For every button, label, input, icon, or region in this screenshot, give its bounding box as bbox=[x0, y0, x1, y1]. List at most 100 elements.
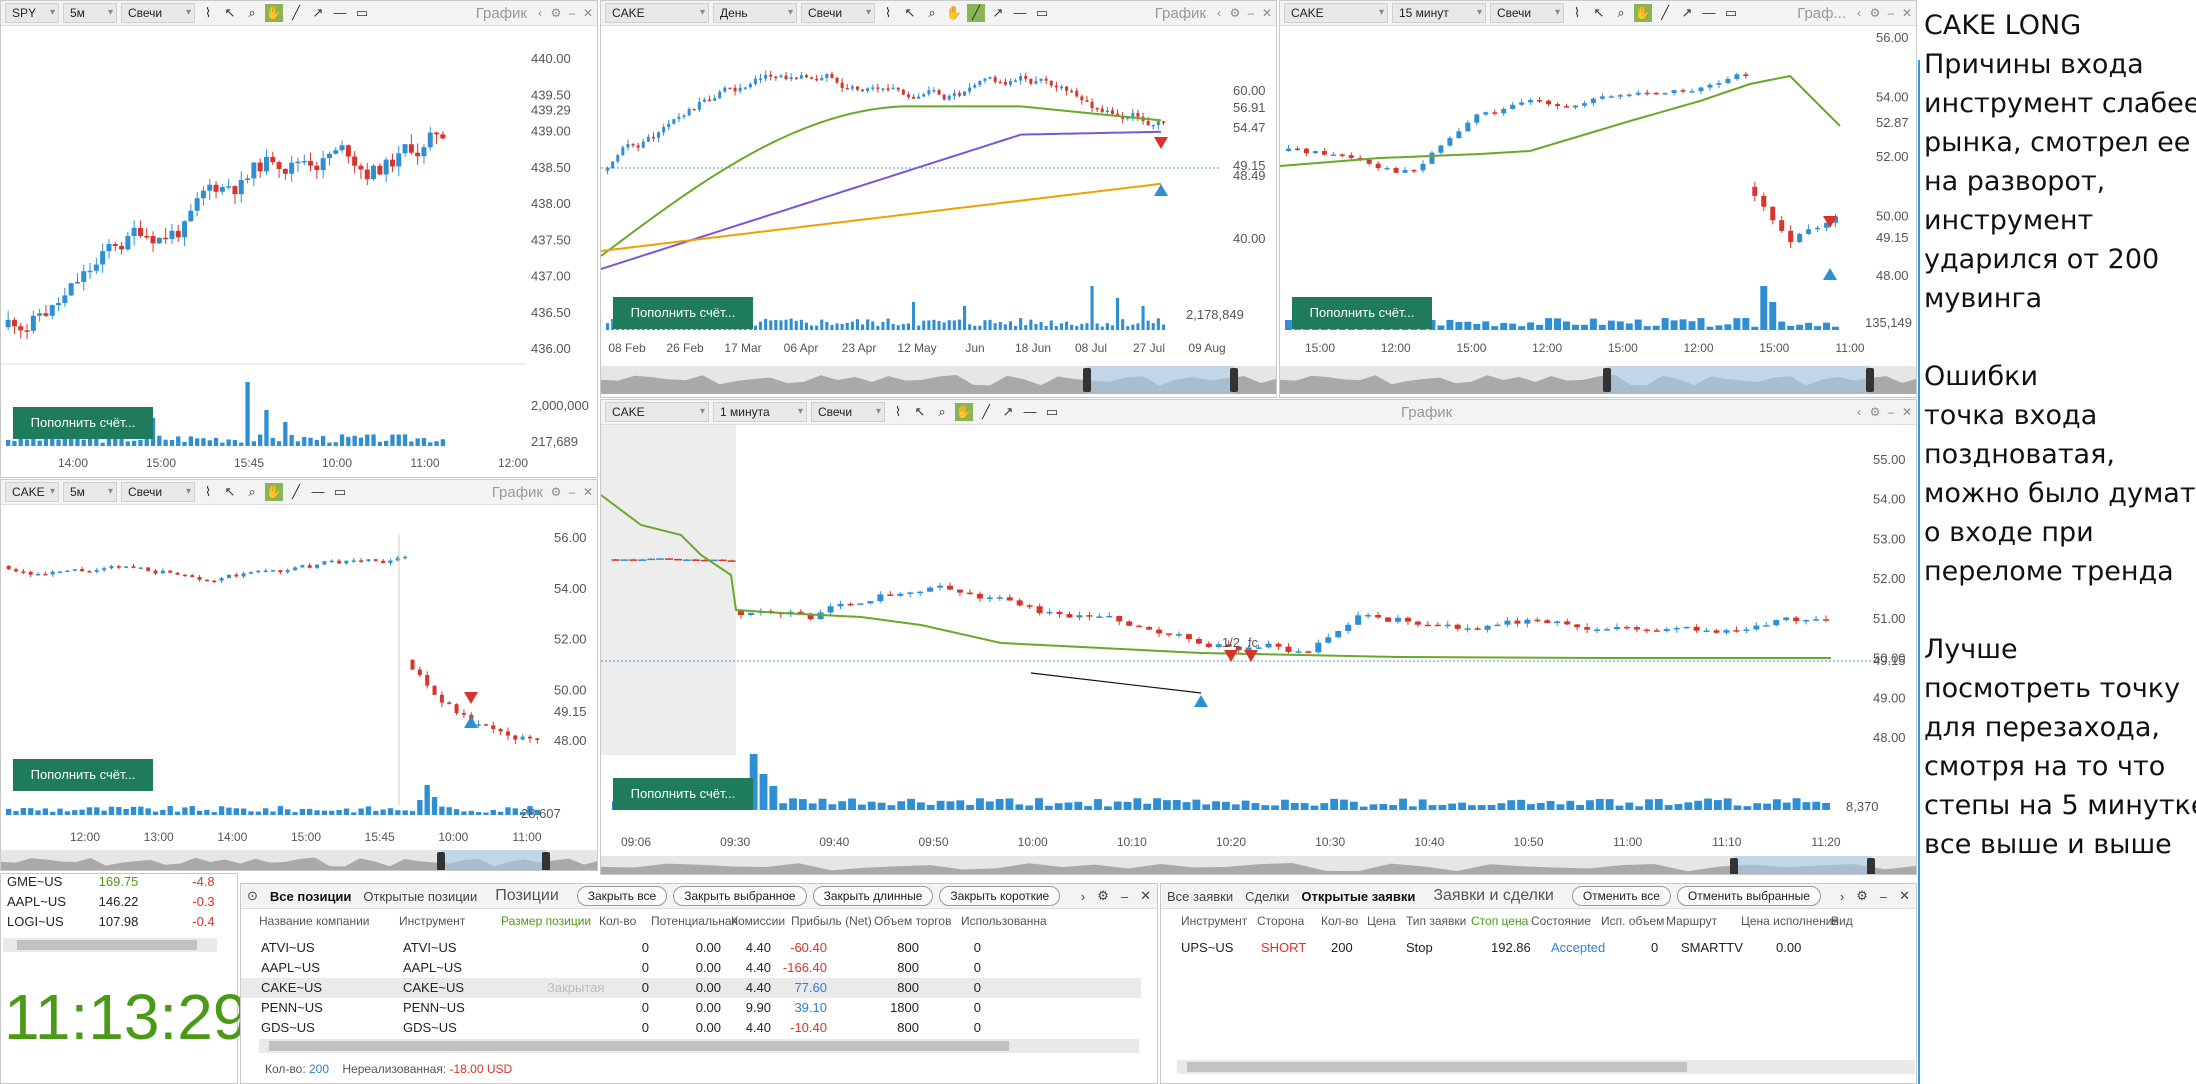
column-header[interactable]: Вид bbox=[1831, 914, 1853, 928]
column-header[interactable]: Кол-во bbox=[1321, 914, 1359, 928]
cursor-icon[interactable]: ↖ bbox=[224, 5, 236, 20]
positions-scrollbar[interactable] bbox=[259, 1039, 1139, 1053]
table-row[interactable]: CAKE~US CAKE~US Закрытая 0 0.00 4.40 77.60 800 0 bbox=[241, 978, 1141, 998]
column-header[interactable]: Цена исполнения bbox=[1741, 914, 1839, 928]
hline-tool-icon[interactable]: — bbox=[1013, 5, 1027, 20]
minimize-icon[interactable]: – bbox=[1247, 6, 1255, 20]
column-header[interactable]: Состояние bbox=[1531, 914, 1591, 928]
column-header[interactable]: Сторона bbox=[1257, 914, 1305, 928]
gear-icon[interactable]: ⚙ bbox=[550, 485, 562, 499]
column-header[interactable]: Объем торгов bbox=[874, 914, 952, 928]
rect-tool-icon[interactable]: ▭ bbox=[1035, 5, 1049, 20]
chart-type-select[interactable]: Свечи bbox=[801, 3, 875, 23]
close-icon[interactable]: ✕ bbox=[582, 6, 594, 20]
hline-tool-icon[interactable]: — bbox=[333, 5, 347, 20]
close-selected-button[interactable]: Закрыть выбранное bbox=[673, 886, 807, 906]
symbol-select[interactable]: SPY bbox=[5, 3, 59, 23]
watchlist-row[interactable]: GME~US 169.75 -4.8 bbox=[7, 874, 215, 889]
price-chart[interactable]: 56.00 54.00 52.00 50.00 48.00 52.87 49.15 135,1… bbox=[1280, 26, 1917, 398]
arrow-tool-icon[interactable]: ↗ bbox=[312, 5, 324, 20]
tab-trades[interactable]: Сделки bbox=[1245, 888, 1290, 904]
column-header[interactable]: Стоп цена bbox=[1471, 914, 1529, 928]
chevron-left-icon[interactable]: ‹ bbox=[1857, 405, 1861, 419]
chart-panel-cake-day[interactable]: CAKE День Свечи ⌇ ↖ ⌕ ✋ ╱ ↗ — ▭ График ‹… bbox=[600, 0, 1277, 398]
column-header[interactable]: Размер позиции bbox=[501, 914, 592, 928]
fund-account-button[interactable]: Пополнить счёт... bbox=[613, 778, 753, 810]
fund-account-button[interactable]: Пополнить счёт... bbox=[13, 407, 153, 439]
column-header[interactable]: Использованна bbox=[961, 914, 1047, 928]
column-header[interactable]: Исп. объем bbox=[1601, 914, 1665, 928]
tab-open-orders[interactable]: Открытые заявки bbox=[1301, 888, 1416, 904]
hline-tool-icon[interactable]: — bbox=[1023, 404, 1037, 419]
table-row[interactable]: PENN~US PENN~US 0 0.00 9.90 39.10 1800 0 bbox=[241, 998, 1141, 1018]
rect-tool-icon[interactable]: ▭ bbox=[1724, 5, 1738, 20]
watchlist-scrollbar[interactable] bbox=[3, 938, 217, 952]
rect-tool-icon[interactable]: ▭ bbox=[333, 484, 347, 499]
rect-tool-icon[interactable]: ▭ bbox=[355, 5, 369, 20]
close-icon[interactable]: ✕ bbox=[1901, 405, 1913, 419]
column-header[interactable]: Цена bbox=[1367, 914, 1396, 928]
line-tool-icon[interactable]: ╱ bbox=[292, 484, 300, 499]
cancel-all-button[interactable]: Отменить все bbox=[1571, 886, 1671, 906]
column-header[interactable]: Тип заявки bbox=[1406, 914, 1467, 928]
hand-icon[interactable]: ✋ bbox=[265, 483, 283, 501]
minimize-icon[interactable]: – bbox=[1887, 405, 1895, 419]
chart-type-select[interactable]: Свечи bbox=[121, 3, 195, 23]
column-header[interactable]: Кол-во bbox=[599, 914, 637, 928]
close-icon[interactable]: ✕ bbox=[1899, 888, 1910, 903]
column-header[interactable]: Инструмент bbox=[1181, 914, 1248, 928]
zoom-icon[interactable]: ⌕ bbox=[248, 484, 256, 499]
gear-icon[interactable]: ⚙ bbox=[1229, 6, 1241, 20]
symbol-select[interactable]: CAKE bbox=[1284, 3, 1388, 23]
line-tool-icon[interactable]: ╱ bbox=[967, 4, 985, 22]
fund-account-button[interactable]: Пополнить счёт... bbox=[613, 297, 753, 329]
zoom-icon[interactable]: ⌕ bbox=[248, 5, 256, 20]
table-row[interactable]: GDS~US GDS~US 0 0.00 4.40 -10.40 800 0 bbox=[241, 1018, 1141, 1038]
close-icon[interactable]: ✕ bbox=[1901, 6, 1913, 20]
orders-row[interactable]: UPS~US SHORT 200 Stop 192.86 Accepted 0 SMARTTV… bbox=[1161, 938, 1916, 958]
gear-icon[interactable]: ⚙ bbox=[1869, 405, 1881, 419]
line-tool-icon[interactable]: ╱ bbox=[1661, 5, 1669, 20]
minimize-icon[interactable]: – bbox=[568, 6, 576, 20]
column-header[interactable]: Потенциальная bbox=[651, 914, 738, 928]
arrow-tool-icon[interactable]: ↗ bbox=[1002, 404, 1014, 419]
chevron-left-icon[interactable]: ‹ bbox=[1217, 6, 1221, 20]
cursor-icon[interactable]: ↖ bbox=[904, 5, 916, 20]
table-row[interactable]: AAPL~US AAPL~US 0 0.00 4.40 -166.40 800 0 bbox=[241, 958, 1141, 978]
tab-open-positions[interactable]: Открытые позиции bbox=[363, 888, 478, 904]
indicator-icon[interactable]: ⌇ bbox=[894, 404, 902, 419]
indicator-icon[interactable]: ⌇ bbox=[204, 484, 212, 499]
price-chart[interactable]: 56.00 54.00 52.00 50.00 48.00 49.15 28,607 12:0… bbox=[1, 505, 598, 871]
fund-account-button[interactable]: Пополнить счёт... bbox=[1292, 297, 1432, 329]
interval-select[interactable]: 5м bbox=[63, 3, 117, 23]
chart-panel-cake-5m[interactable]: CAKE 5м Свечи ⌇ ↖ ⌕ ✋ ╱ — ▭ График ⚙ – ✕… bbox=[0, 479, 598, 871]
line-tool-icon[interactable]: ╱ bbox=[292, 5, 300, 20]
fund-account-button[interactable]: Пополнить счёт... bbox=[13, 759, 153, 791]
interval-select[interactable]: День bbox=[713, 3, 797, 23]
close-short-button[interactable]: Закрыть короткие bbox=[939, 886, 1061, 906]
gear-icon[interactable]: ⚙ bbox=[1097, 888, 1109, 903]
tab-all-positions[interactable]: Все позиции bbox=[269, 888, 352, 904]
line-tool-icon[interactable]: ╱ bbox=[982, 404, 990, 419]
hline-tool-icon[interactable]: — bbox=[311, 484, 325, 499]
column-header[interactable]: Комиссии bbox=[731, 914, 786, 928]
minimize-icon[interactable]: – bbox=[568, 485, 576, 499]
indicator-icon[interactable]: ⌇ bbox=[1573, 5, 1581, 20]
column-header[interactable]: Название компании bbox=[259, 914, 370, 928]
zoom-icon[interactable]: ⌕ bbox=[928, 5, 936, 20]
cursor-icon[interactable]: ↖ bbox=[1593, 5, 1605, 20]
chart-panel-spy[interactable]: SPY 5м Свечи ⌇ ↖ ⌕ ✋ ╱ ↗ — ▭ График ‹ ⚙ … bbox=[0, 0, 598, 478]
chevron-right-icon[interactable]: › bbox=[1839, 888, 1845, 904]
column-header[interactable]: Прибыль (Net) bbox=[791, 914, 872, 928]
symbol-select[interactable]: CAKE bbox=[605, 402, 709, 422]
hand-icon[interactable]: ✋ bbox=[265, 4, 283, 22]
close-all-button[interactable]: Закрыть все bbox=[576, 886, 668, 906]
gear-icon[interactable]: ⚙ bbox=[1869, 6, 1881, 20]
table-row[interactable]: ATVI~US ATVI~US 0 0.00 4.40 -60.40 800 0 bbox=[241, 938, 1141, 958]
hand-icon[interactable]: ✋ bbox=[955, 403, 973, 421]
price-chart[interactable]: 440.00 439.50 439.00 438.50 438.00 437.50 437.… bbox=[1, 26, 598, 478]
interval-select[interactable]: 1 минута bbox=[713, 402, 807, 422]
indicator-icon[interactable]: ⌇ bbox=[204, 5, 212, 20]
rect-tool-icon[interactable]: ▭ bbox=[1045, 404, 1059, 419]
